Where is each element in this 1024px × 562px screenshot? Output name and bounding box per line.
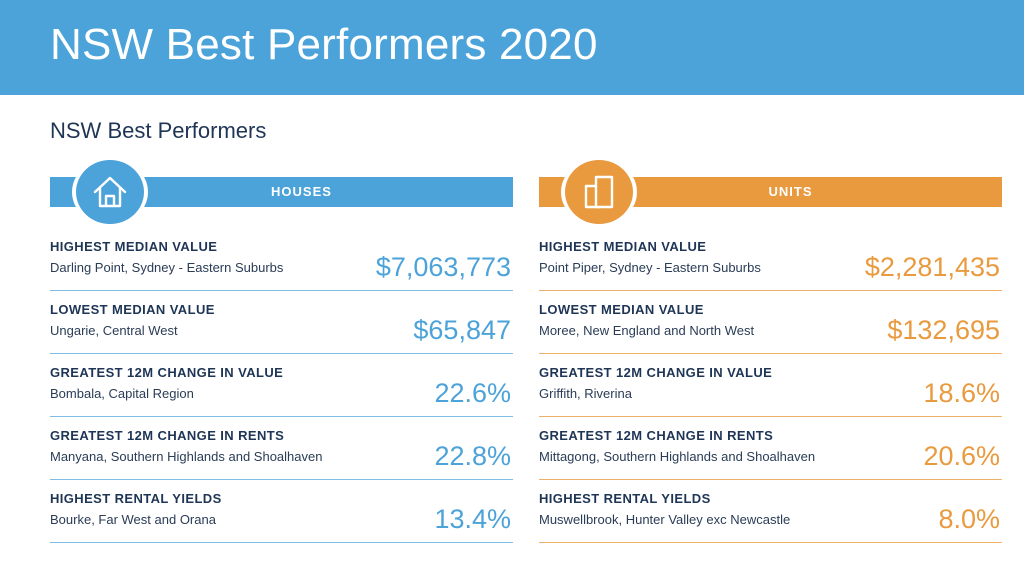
- row-label: LOWEST MEDIAN VALUE: [50, 302, 215, 317]
- units-row-lowest-median: LOWEST MEDIAN VALUE Moree, New England a…: [539, 291, 1002, 354]
- row-value: 20.6%: [923, 441, 1000, 471]
- units-header-label: UNITS: [768, 184, 813, 199]
- row-place: Griffith, Riverina: [539, 386, 632, 401]
- row-label: HIGHEST RENTAL YIELDS: [539, 491, 711, 506]
- houses-row-change-rents: GREATEST 12M CHANGE IN RENTS Manyana, So…: [50, 417, 513, 480]
- row-value: $132,695: [887, 315, 1000, 345]
- row-place: Point Piper, Sydney - Eastern Suburbs: [539, 260, 761, 275]
- row-label: GREATEST 12M CHANGE IN RENTS: [539, 428, 774, 443]
- row-place: Darling Point, Sydney - Eastern Suburbs: [50, 260, 284, 275]
- houses-row-change-value: GREATEST 12M CHANGE IN VALUE Bombala, Ca…: [50, 354, 513, 417]
- row-label: HIGHEST RENTAL YIELDS: [50, 491, 222, 506]
- row-place: Ungarie, Central West: [50, 323, 178, 338]
- title-banner: NSW Best Performers 2020: [0, 0, 1024, 95]
- row-label: GREATEST 12M CHANGE IN RENTS: [50, 428, 285, 443]
- row-place: Mittagong, Southern Highlands and Shoalh…: [539, 449, 816, 464]
- units-row-rental-yields: HIGHEST RENTAL YIELDS Muswellbrook, Hunt…: [539, 480, 1002, 543]
- row-value: 22.8%: [434, 441, 511, 471]
- units-panel: UNITS HIGHEST MEDIAN VALUE Point Piper, …: [539, 158, 1002, 543]
- row-label: GREATEST 12M CHANGE IN VALUE: [50, 365, 284, 380]
- units-row-highest-median: HIGHEST MEDIAN VALUE Point Piper, Sydney…: [539, 228, 1002, 291]
- row-value: 13.4%: [434, 504, 511, 534]
- row-place: Moree, New England and North West: [539, 323, 755, 338]
- row-value: 22.6%: [434, 378, 511, 408]
- page-title: NSW Best Performers 2020: [50, 20, 598, 69]
- houses-header: HOUSES: [50, 158, 513, 228]
- row-value: $65,847: [413, 315, 511, 345]
- apartment-building-icon: [584, 175, 614, 209]
- house-icon: [93, 176, 127, 208]
- units-header: UNITS: [539, 158, 1002, 228]
- row-place: Muswellbrook, Hunter Valley exc Newcastl…: [539, 512, 791, 527]
- row-place: Bombala, Capital Region: [50, 386, 194, 401]
- row-place: Manyana, Southern Highlands and Shoalhav…: [50, 449, 323, 464]
- row-label: HIGHEST MEDIAN VALUE: [50, 239, 218, 254]
- row-value: $7,063,773: [375, 252, 511, 282]
- row-label: HIGHEST MEDIAN VALUE: [539, 239, 707, 254]
- houses-icon-circle: [76, 160, 144, 224]
- units-icon-circle: [565, 160, 633, 224]
- houses-row-rental-yields: HIGHEST RENTAL YIELDS Bourke, Far West a…: [50, 480, 513, 543]
- row-value: 8.0%: [938, 504, 1000, 534]
- units-row-change-value: GREATEST 12M CHANGE IN VALUE Griffith, R…: [539, 354, 1002, 417]
- houses-header-label: HOUSES: [271, 184, 332, 199]
- row-label: LOWEST MEDIAN VALUE: [539, 302, 704, 317]
- section-subtitle: NSW Best Performers: [50, 118, 267, 143]
- row-value: $2,281,435: [864, 252, 1000, 282]
- row-label: GREATEST 12M CHANGE IN VALUE: [539, 365, 773, 380]
- houses-panel: HOUSES HIGHEST MEDIAN VALUE Darling Poin…: [50, 158, 513, 543]
- row-place: Bourke, Far West and Orana: [50, 512, 216, 527]
- houses-row-highest-median: HIGHEST MEDIAN VALUE Darling Point, Sydn…: [50, 228, 513, 291]
- row-value: 18.6%: [923, 378, 1000, 408]
- houses-row-lowest-median: LOWEST MEDIAN VALUE Ungarie, Central Wes…: [50, 291, 513, 354]
- units-row-change-rents: GREATEST 12M CHANGE IN RENTS Mittagong, …: [539, 417, 1002, 480]
